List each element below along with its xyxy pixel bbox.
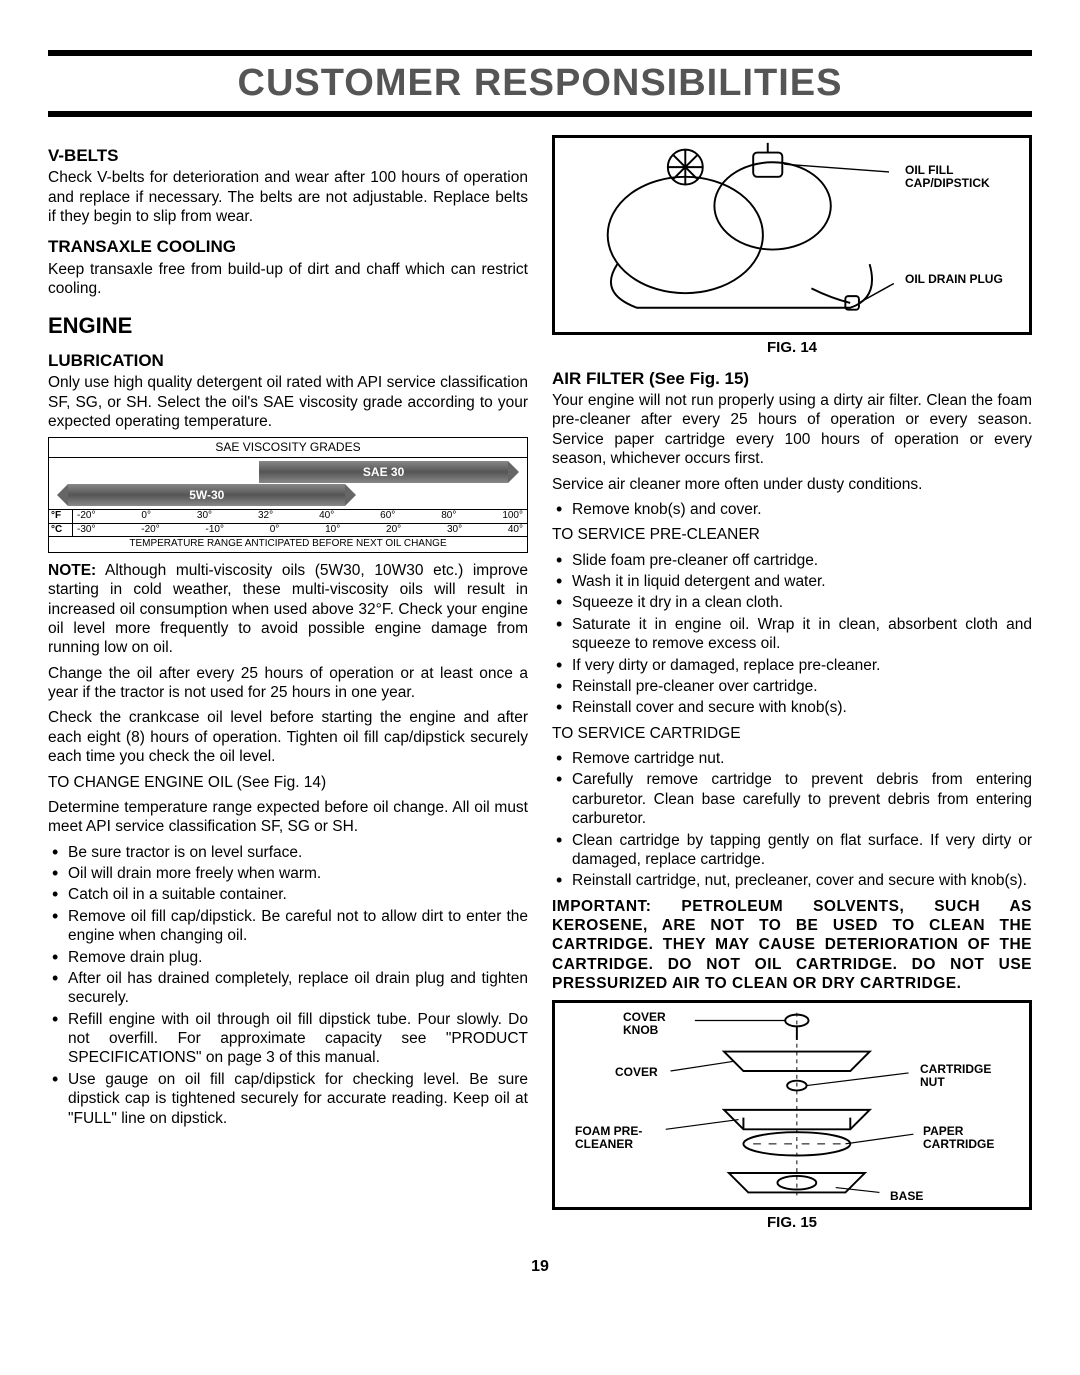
list-item: Use gauge on oil fill cap/dipstick for c… (48, 1070, 528, 1128)
list-item: Carefully remove cartridge to prevent de… (552, 770, 1032, 828)
list-item: Reinstall cartridge, nut, precleaner, co… (552, 871, 1032, 890)
airfilter-b3: Remove cartridge nut. Carefully remove c… (552, 749, 1032, 891)
list-item: Remove oil fill cap/dipstick. Be careful… (48, 907, 528, 946)
lubrication-note: NOTE: NOTE: Although multi-viscosity oil… (48, 561, 528, 658)
transaxle-heading: TRANSAXLE COOLING (48, 236, 528, 257)
lubrication-p3: Check the crankcase oil level before sta… (48, 708, 528, 766)
page-number: 19 (48, 1258, 1032, 1276)
lubrication-p2: Change the oil after every 25 hours of o… (48, 664, 528, 703)
figure-14: OIL FILL CAP/DIPSTICK OIL DRAIN PLUG (552, 135, 1032, 335)
list-item: Catch oil in a suitable container. (48, 885, 528, 904)
list-item: Refill engine with oil through oil fill … (48, 1010, 528, 1068)
vbelts-heading: V-BELTS (48, 145, 528, 166)
list-item: Clean cartridge by tapping gently on fla… (552, 831, 1032, 870)
fig14-oildrain-label: OIL DRAIN PLUG (905, 273, 1005, 286)
chart-title: SAE VISCOSITY GRADES (49, 438, 527, 458)
oil-change-bullets: Be sure tractor is on level surface. Oil… (48, 843, 528, 1128)
chart-footer: TEMPERATURE RANGE ANTICIPATED BEFORE NEX… (49, 537, 527, 552)
airfilter-b1: Remove knob(s) and cover. (552, 500, 1032, 519)
fig15-base-label: BASE (890, 1190, 923, 1203)
list-item: Oil will drain more freely when warm. (48, 864, 528, 883)
list-item: Reinstall pre-cleaner over cartridge. (552, 677, 1032, 696)
columns: V-BELTS Check V-belts for deterioration … (48, 135, 1032, 1242)
list-item: Squeeze it dry in a clean cloth. (552, 593, 1032, 612)
airfilter-important: IMPORTANT: PETROLEUM SOLVENTS, SUCH AS K… (552, 897, 1032, 994)
axis-c: °C -30° -20° -10° 0° 10° 20° 30° 40° (49, 524, 527, 538)
lubrication-p1: Only use high quality detergent oil rate… (48, 373, 528, 431)
list-item: After oil has drained completely, replac… (48, 969, 528, 1008)
figure-15: COVER KNOB COVER CARTRIDGE NUT FOAM PRE-… (552, 1000, 1032, 1210)
cartridge-subhead: TO SERVICE CARTRIDGE (552, 724, 1032, 743)
list-item: Wash it in liquid detergent and water. (552, 572, 1032, 591)
axis-c-ticks: -30° -20° -10° 0° 10° 20° 30° 40° (73, 524, 527, 537)
fig15-paper-label: PAPER CARTRIDGE (923, 1125, 1018, 1151)
list-item: Slide foam pre-cleaner off cartridge. (552, 551, 1032, 570)
engine-heading: ENGINE (48, 312, 528, 340)
vbelts-body: Check V-belts for deterioration and wear… (48, 168, 528, 226)
fig15-coverknob-label: COVER KNOB (623, 1011, 693, 1037)
page-title-bar: CUSTOMER RESPONSIBILITIES (48, 50, 1032, 117)
axis-f: °F -20° 0° 30° 32° 40° 60° 80° 100° (49, 510, 527, 524)
airfilter-b2: Slide foam pre-cleaner off cartridge. Wa… (552, 551, 1032, 718)
lubrication-p4: Determine temperature range expected bef… (48, 798, 528, 837)
airfilter-heading: AIR FILTER (See Fig. 15) (552, 368, 1032, 389)
band-sae30: SAE 30 (259, 461, 508, 483)
fig15-caption: FIG. 15 (552, 1214, 1032, 1233)
viscosity-chart: SAE VISCOSITY GRADES SAE 30 5W-30 °F -20… (48, 437, 528, 553)
list-item: Saturate it in engine oil. Wrap it in cl… (552, 615, 1032, 654)
list-item: Remove drain plug. (48, 948, 528, 967)
fig14-oilfill-label: OIL FILL CAP/DIPSTICK (905, 164, 1015, 190)
change-oil-subhead: TO CHANGE ENGINE OIL (See Fig. 14) (48, 773, 528, 792)
list-item: Remove cartridge nut. (552, 749, 1032, 768)
lubrication-heading: LUBRICATION (48, 350, 528, 371)
axis-f-ticks: -20° 0° 30° 32° 40° 60° 80° 100° (73, 510, 527, 523)
list-item: Reinstall cover and secure with knob(s). (552, 698, 1032, 717)
right-column: OIL FILL CAP/DIPSTICK OIL DRAIN PLUG FIG… (552, 135, 1032, 1242)
airfilter-p1: Your engine will not run properly using … (552, 391, 1032, 469)
list-item: Remove knob(s) and cover. (552, 500, 1032, 519)
list-item: If very dirty or damaged, replace pre-cl… (552, 656, 1032, 675)
fig15-foam-label: FOAM PRE-CLEANER (575, 1125, 670, 1151)
page-title: CUSTOMER RESPONSIBILITIES (48, 62, 1032, 105)
fig15-cover-label: COVER (615, 1066, 658, 1079)
airfilter-p2: Service air cleaner more often under dus… (552, 475, 1032, 494)
precleaner-subhead: TO SERVICE PRE-CLEANER (552, 525, 1032, 544)
transaxle-body: Keep transaxle free from build-up of dir… (48, 260, 528, 299)
fig15-cartnut-label: CARTRIDGE NUT (920, 1063, 1015, 1089)
axis-f-unit: °F (49, 510, 73, 523)
band-5w30: 5W-30 (68, 484, 345, 506)
left-column: V-BELTS Check V-belts for deterioration … (48, 135, 528, 1242)
chart-bands: SAE 30 5W-30 (49, 458, 527, 510)
fig14-caption: FIG. 14 (552, 339, 1032, 358)
list-item: Be sure tractor is on level surface. (48, 843, 528, 862)
axis-c-unit: °C (49, 524, 73, 537)
